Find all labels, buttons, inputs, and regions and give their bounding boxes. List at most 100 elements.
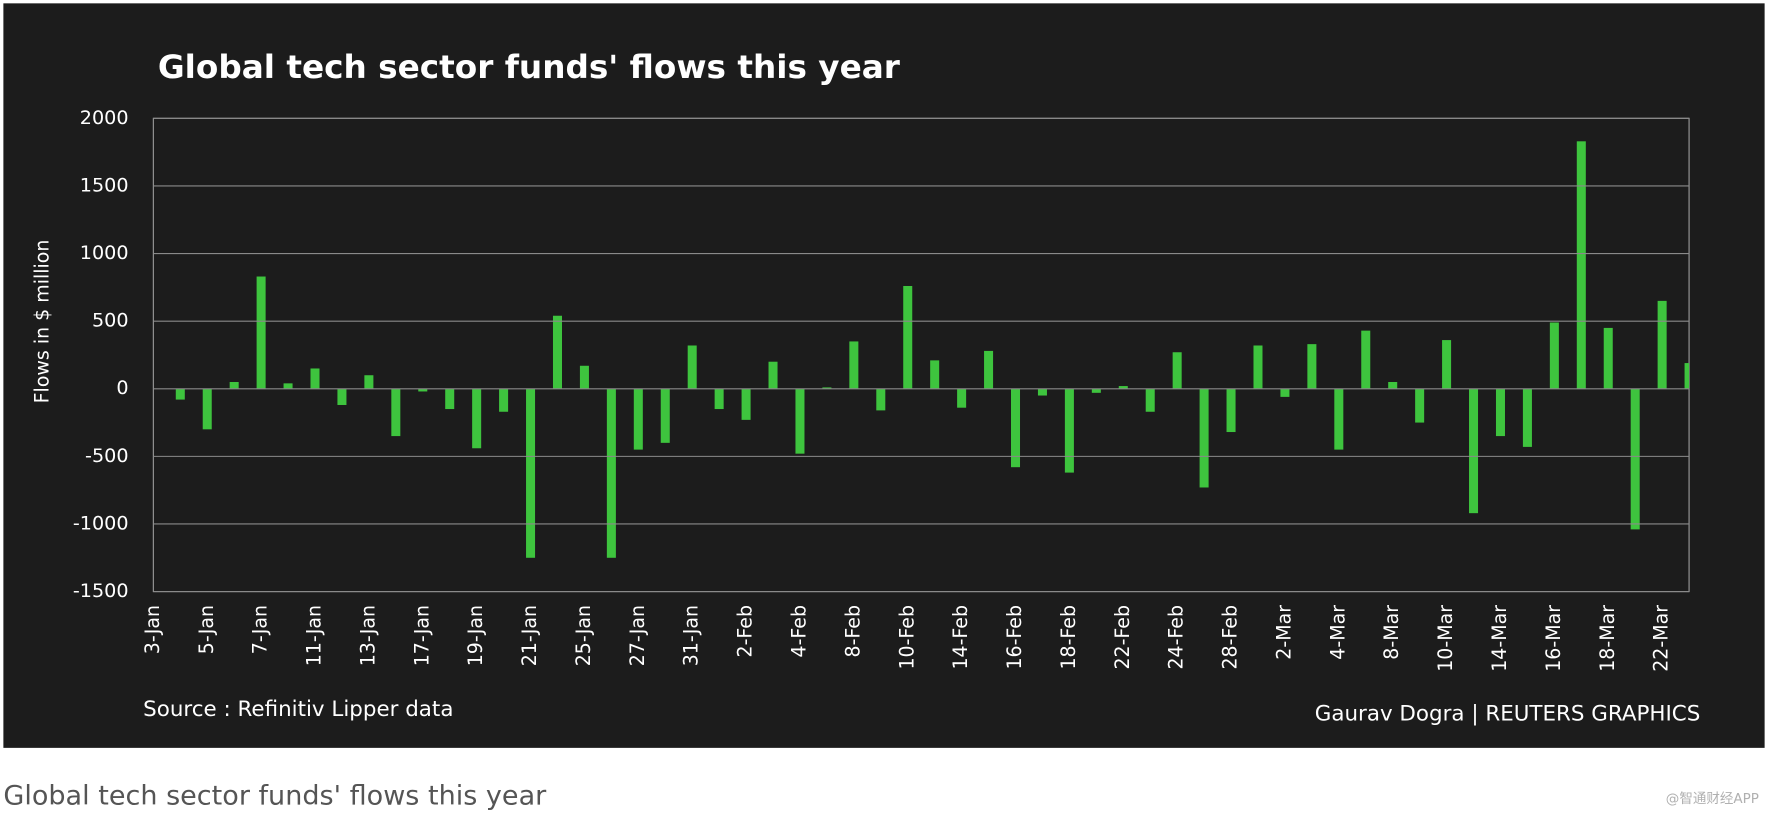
bar [660, 388, 670, 443]
x-tick-label: 8-Feb [842, 605, 864, 657]
bar [741, 388, 751, 420]
bar [256, 276, 266, 389]
bar [714, 388, 724, 410]
bar [310, 368, 320, 389]
x-tick-label: 24-Feb [1166, 605, 1188, 670]
bar [579, 365, 589, 389]
x-tick-label: 28-Feb [1219, 605, 1241, 670]
x-tick-label: 22-Mar [1651, 605, 1673, 672]
bar [1522, 388, 1532, 447]
watermark: @智通财经APP [1666, 791, 1759, 807]
bar [552, 315, 562, 389]
bar [1388, 382, 1398, 389]
bar [1118, 386, 1128, 389]
y-tick-label: 0 [116, 377, 128, 399]
x-tick-label: 21-Jan [519, 605, 541, 666]
bar [1576, 141, 1586, 389]
bar [1630, 388, 1640, 530]
bar [1226, 388, 1236, 433]
bar [876, 388, 886, 411]
x-tick-label: 4-Mar [1327, 605, 1349, 660]
bar [175, 388, 185, 400]
bar-group [175, 141, 1690, 558]
bar [1657, 300, 1667, 389]
bar [1307, 344, 1317, 389]
bar [984, 350, 994, 389]
y-tick-label: 500 [92, 310, 129, 332]
x-tick-label: 16-Mar [1543, 605, 1565, 672]
bar [1495, 388, 1505, 437]
x-tick-label: 3-Jan [142, 605, 164, 654]
x-tick-label: 10-Mar [1435, 605, 1457, 672]
y-tick-label: 2000 [80, 107, 129, 129]
x-tick-label: 22-Feb [1112, 605, 1134, 670]
x-tick-label: 16-Feb [1004, 605, 1026, 670]
bar [1334, 388, 1344, 450]
x-tick-label: 27-Jan [627, 605, 649, 666]
bar [1064, 388, 1074, 473]
bar [822, 387, 832, 389]
bar [337, 388, 347, 405]
bar [1010, 388, 1021, 468]
x-tick-label: 5-Jan [196, 605, 218, 654]
x-tick-label: 19-Jan [465, 605, 487, 666]
y-tick-label: 1500 [80, 174, 129, 196]
y-tick-label: -500 [85, 445, 128, 467]
x-tick-label: 25-Jan [573, 605, 595, 666]
x-tick-label: 18-Mar [1597, 605, 1619, 672]
caption: Global tech sector funds' flows this yea… [3, 781, 547, 812]
source-note: Source : Refinitiv Lipper data [143, 697, 453, 722]
bar [849, 341, 859, 389]
bar [1037, 388, 1047, 396]
bar [1091, 388, 1101, 393]
bar [768, 361, 778, 389]
chart-panel [3, 3, 1765, 748]
x-tick-label: 7-Jan [250, 605, 272, 654]
bar [1280, 388, 1290, 397]
x-tick-label: 18-Feb [1058, 605, 1080, 670]
x-tick-label: 2-Feb [735, 605, 757, 657]
bar [1442, 340, 1452, 389]
credit: Gaurav Dogra | REUTERS GRAPHICS [1315, 701, 1701, 726]
bar [903, 285, 913, 389]
bar [526, 388, 536, 558]
x-tick-label: 10-Feb [896, 605, 918, 670]
bar [445, 388, 455, 410]
bar [499, 388, 509, 412]
bar [283, 383, 293, 389]
bar [1145, 388, 1155, 412]
bar [795, 388, 805, 454]
bar [1684, 363, 1690, 389]
bar [1361, 330, 1371, 389]
x-tick-label: 14-Feb [950, 605, 972, 670]
y-tick-label: -1500 [73, 580, 129, 602]
bar [1603, 327, 1613, 389]
bar [606, 388, 616, 558]
x-tick-label: 2-Mar [1273, 605, 1295, 660]
bar [418, 388, 428, 392]
bar [1415, 388, 1425, 423]
x-tick-label: 11-Jan [303, 605, 325, 666]
bar [391, 388, 401, 437]
bar [1172, 352, 1182, 389]
chart-title: Global tech sector funds' flows this yea… [158, 48, 900, 86]
bar [930, 360, 940, 389]
bar [202, 388, 212, 430]
bar [472, 388, 482, 449]
bar [1469, 388, 1479, 514]
bar [364, 375, 374, 389]
bar [687, 345, 697, 389]
x-tick-label: 14-Mar [1489, 605, 1511, 672]
y-tick-label: 1000 [80, 242, 129, 264]
bar [1253, 345, 1263, 389]
x-tick-label: 31-Jan [681, 605, 703, 666]
bar [957, 388, 967, 408]
x-tick-label: 17-Jan [411, 605, 433, 666]
y-axis-label: Flows in $ million [31, 240, 53, 404]
bar [229, 382, 239, 389]
bar [1549, 322, 1559, 389]
x-tick-label: 8-Mar [1381, 605, 1403, 660]
x-tick-label: 4-Feb [788, 605, 810, 657]
bar [1199, 388, 1209, 488]
